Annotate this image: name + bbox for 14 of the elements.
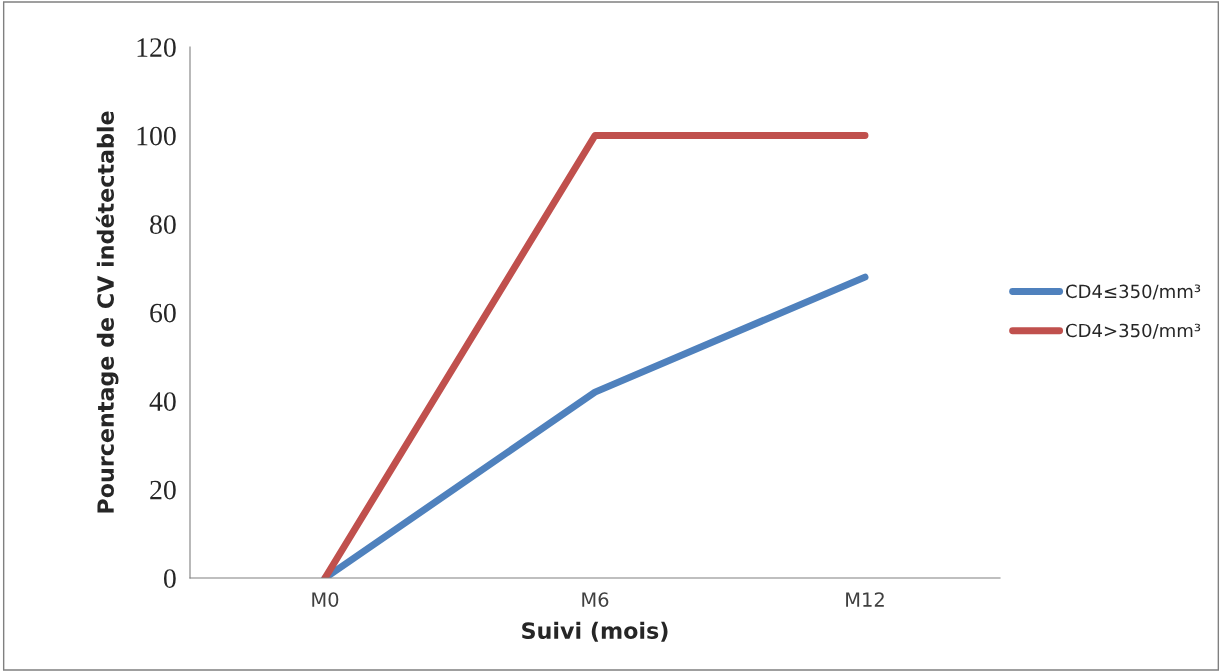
y-tick-label: 60 — [150, 303, 176, 323]
y-tick-label: 100 — [137, 126, 176, 146]
legend-label: CD4>350/mm³ — [1066, 323, 1201, 339]
x-tick-label: M0 — [312, 592, 339, 607]
y-tick-label: 0 — [163, 569, 176, 588]
y-tick-label: 120 — [137, 38, 176, 57]
y-tick-label: 80 — [150, 215, 176, 234]
y-tick-label: 40 — [149, 392, 176, 411]
x-tick-label: M12 — [846, 592, 884, 607]
x-tick-label: M6 — [582, 592, 609, 607]
x-axis-title: Suivi (mois) — [522, 621, 668, 642]
y-tick-label: 20 — [150, 480, 176, 500]
legend-label: CD4≤350/mm³ — [1066, 284, 1201, 300]
y-axis-title: Pourcentage de CV indétectable — [95, 111, 119, 513]
